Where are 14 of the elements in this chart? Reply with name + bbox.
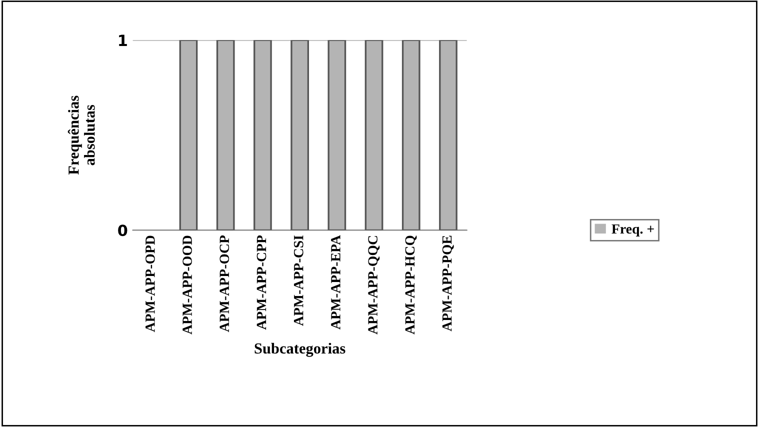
x-tick-label: APM-APP-OOD [182,236,192,334]
y-axis-title: Frequências absolutas [68,96,95,175]
x-tick-label: APM-APP-EPA [331,235,340,330]
x-axis-title: Subcategorias [254,342,346,357]
x-tick-label: APM-APP-CSI [294,235,304,326]
x-tick-label: APM-APP-OPD [146,236,155,332]
legend-label: Freq. + [612,224,654,236]
x-tick-label: APM-APP-HCQ [405,236,417,334]
x-tick-label: APM-APP-PQE [442,236,454,332]
y-tick-label: 0 [118,224,128,236]
y-tick-label: 1 [119,34,127,46]
x-tick-label: APM-APP-QQC [368,236,380,334]
x-tick-label: APM-APP-CPP [256,235,266,330]
x-tick-label: APM-APP-OCP [220,235,230,332]
